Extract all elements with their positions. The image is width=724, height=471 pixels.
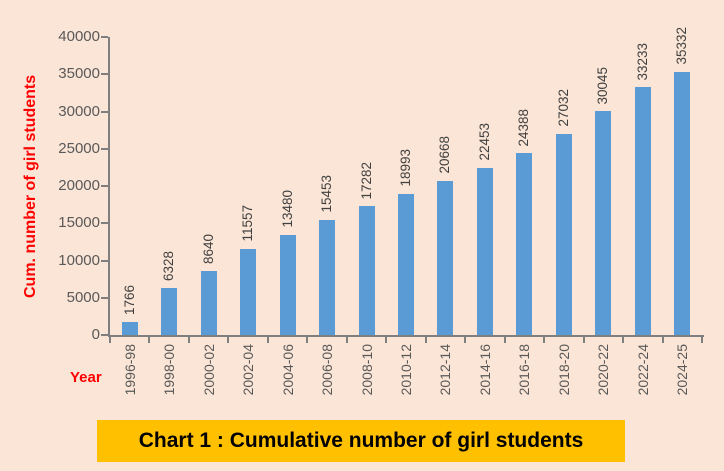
x-tick-label: 2014-16 <box>476 344 493 396</box>
x-tick-label: 2010-12 <box>398 344 414 396</box>
y-tick-mark <box>101 73 108 76</box>
x-tick-label: 2008-10 <box>358 344 375 396</box>
y-tick-label: 10000 <box>58 251 100 269</box>
x-tick-mark <box>464 337 467 343</box>
y-tick-mark <box>101 334 108 336</box>
y-tick-label: 40000 <box>58 28 100 45</box>
bar-value-label: 6328 <box>161 250 177 281</box>
x-tick-label: 2018-20 <box>555 344 572 396</box>
x-tick-mark <box>148 337 151 343</box>
bar-value-label: 11557 <box>240 205 256 242</box>
y-tick-mark <box>101 36 108 38</box>
bar-value-label: 1766 <box>121 284 137 315</box>
bar <box>634 87 651 335</box>
bar-value-label: 15453 <box>319 175 335 213</box>
x-tick-mark <box>109 337 111 343</box>
bar-value-label: 35332 <box>674 27 690 65</box>
chart-title-box: Chart 1 : Cumulative number of girl stud… <box>97 420 625 462</box>
y-tick-label: 35000 <box>58 65 100 83</box>
y-tick-mark <box>101 259 108 262</box>
x-tick-mark <box>266 337 269 343</box>
x-tick-label: 2000-02 <box>200 344 217 396</box>
bar <box>595 111 612 335</box>
x-tick-mark <box>701 337 703 343</box>
bar <box>476 167 493 335</box>
bar-value-label: 17282 <box>358 161 374 200</box>
bar <box>516 153 533 335</box>
bar-value-label: 22453 <box>476 123 492 161</box>
x-tick-label: 2006-08 <box>319 344 336 396</box>
y-tick-label: 5000 <box>66 288 100 306</box>
bar <box>437 181 454 335</box>
x-tick-mark <box>187 337 190 343</box>
bar <box>121 321 138 335</box>
bar <box>279 234 296 335</box>
bar <box>358 206 375 335</box>
x-tick-label: 2002-04 <box>240 344 257 396</box>
bar-value-label: 33233 <box>634 42 650 81</box>
x-tick-label: 1998-00 <box>161 344 178 396</box>
x-tick-mark <box>385 337 388 343</box>
bar-value-label: 27032 <box>555 89 571 127</box>
x-tick-label: 2020-22 <box>595 344 612 396</box>
x-tick-label: 2012-14 <box>437 344 454 396</box>
x-tick-label: 1996-98 <box>121 344 138 396</box>
bar-value-label: 24388 <box>516 108 532 147</box>
bar-value-label: 13480 <box>279 190 295 228</box>
x-tick-mark <box>503 337 506 343</box>
x-tick-mark <box>543 337 546 343</box>
y-tick-label: 15000 <box>58 214 100 232</box>
y-tick-label: 25000 <box>58 139 100 157</box>
x-tick-mark <box>582 337 585 343</box>
bar-value-label: 8640 <box>200 233 216 264</box>
y-tick-mark <box>101 185 108 187</box>
bar <box>555 133 572 335</box>
bar <box>319 219 336 335</box>
x-tick-label: 2004-06 <box>279 344 296 396</box>
bar-value-label: 18993 <box>398 148 413 187</box>
y-tick-label: 20000 <box>58 177 100 194</box>
chart-title: Chart 1 : Cumulative number of girl stud… <box>138 429 584 452</box>
bar <box>200 270 217 335</box>
x-tick-mark <box>424 337 427 343</box>
x-tick-mark <box>661 337 664 343</box>
x-tick-label: 2022-24 <box>634 344 651 396</box>
x-tick-mark <box>306 337 309 343</box>
bar <box>674 71 691 335</box>
y-tick-mark <box>101 110 108 113</box>
y-tick-label: 30000 <box>58 102 100 120</box>
x-axis-title: Year <box>70 369 102 386</box>
y-tick-mark <box>101 147 108 150</box>
bar-value-label: 30045 <box>595 66 611 105</box>
x-tick-label: 2024-25 <box>674 344 691 396</box>
bar <box>161 287 178 335</box>
y-axis-line <box>108 37 110 335</box>
x-tick-mark <box>345 337 348 343</box>
bar <box>240 248 257 335</box>
x-tick-mark <box>622 337 625 343</box>
x-tick-mark <box>227 337 230 343</box>
y-tick-mark <box>101 222 108 225</box>
x-axis-line <box>108 335 704 337</box>
bar-value-label: 20668 <box>437 136 453 175</box>
x-tick-label: 2016-18 <box>516 344 533 396</box>
y-tick-mark <box>101 296 108 299</box>
y-tick-label: 0 <box>91 326 100 343</box>
bar <box>398 193 414 335</box>
